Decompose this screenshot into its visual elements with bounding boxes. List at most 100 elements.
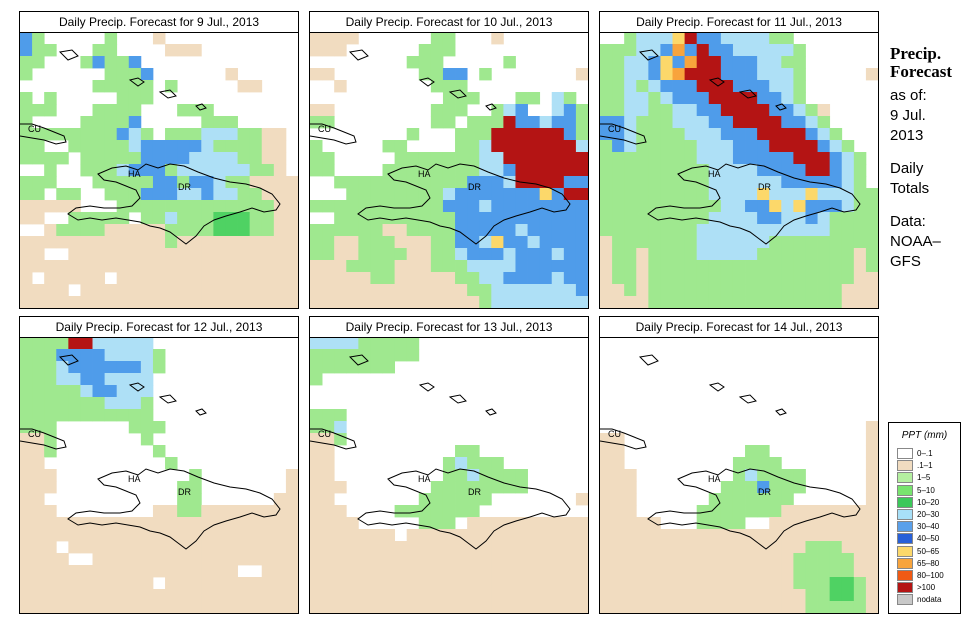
- precip-cell: [201, 505, 214, 518]
- precip-cell: [660, 188, 673, 201]
- precip-cell: [636, 68, 649, 81]
- precip-cell: [346, 248, 359, 261]
- precip-cell: [503, 284, 516, 297]
- precip-cell: [201, 565, 214, 578]
- precip-cell: [551, 284, 565, 297]
- islet4-coastline: [58, 49, 79, 61]
- precip-cell: [624, 529, 637, 542]
- totals-label-1: Daily: [890, 160, 924, 177]
- precip-cell: [491, 577, 504, 590]
- precip-cell: [273, 236, 287, 249]
- precip-cell: [370, 272, 383, 285]
- country-label: DR: [468, 182, 481, 192]
- precip-cell: [44, 200, 57, 213]
- country-label: DR: [758, 182, 771, 192]
- precip-cell: [841, 589, 855, 602]
- precip-cell: [322, 68, 335, 81]
- precip-cell: [745, 68, 758, 81]
- precip-cell: [116, 236, 130, 249]
- precip-cell: [128, 361, 142, 374]
- precip-cell: [334, 248, 347, 261]
- precip-cell: [104, 260, 118, 273]
- precip-cell: [793, 224, 806, 237]
- precip-cell: [310, 68, 323, 81]
- precip-cell: [636, 272, 649, 285]
- legend-swatch: [897, 557, 913, 569]
- precip-cell: [56, 128, 69, 141]
- precip-cell: [394, 541, 408, 554]
- precip-cell: [201, 541, 214, 554]
- precip-cell: [648, 188, 661, 201]
- precip-cell: [92, 517, 106, 530]
- precip-cell: [80, 140, 93, 153]
- precip-cell: [781, 116, 794, 129]
- precip-cell: [696, 260, 710, 273]
- precip-cell: [68, 296, 81, 308]
- precip-cell: [20, 385, 33, 398]
- precip-cell: [624, 152, 637, 165]
- precip-cell: [515, 152, 528, 165]
- precip-cell: [539, 224, 553, 237]
- precip-cell: [261, 152, 275, 165]
- precip-cell: [20, 397, 33, 410]
- precip-cell: [769, 44, 782, 57]
- precip-cell: [781, 577, 794, 590]
- precip-cell: [116, 128, 130, 141]
- precip-cell: [116, 224, 130, 237]
- precip-cell: [430, 164, 444, 177]
- precip-cell: [165, 152, 178, 165]
- precip-cell: [527, 248, 541, 261]
- precip-cell: [503, 224, 516, 237]
- precip-cell: [152, 589, 166, 602]
- precip-cell: [660, 116, 673, 129]
- panel-title: Daily Precip. Forecast for 12 Jul., 2013: [20, 317, 298, 338]
- precip-cell: [841, 296, 855, 308]
- data-source-2: GFS: [890, 253, 921, 270]
- precip-cell: [455, 445, 468, 458]
- precip-cell: [829, 164, 843, 177]
- precip-cell: [757, 601, 770, 613]
- precip-cell: [394, 601, 408, 613]
- precip-cell: [237, 601, 251, 613]
- precip-cell: [310, 469, 323, 482]
- precip-cell: [44, 601, 57, 613]
- precip-cell: [491, 236, 504, 249]
- precip-cell: [165, 529, 178, 542]
- precip-cell: [636, 260, 649, 273]
- precip-cell: [20, 68, 33, 81]
- precip-cell: [757, 212, 770, 225]
- precip-cell: [370, 589, 383, 602]
- precip-cell: [467, 272, 480, 285]
- precip-cell: [563, 541, 577, 554]
- precip-cell: [249, 589, 263, 602]
- precip-cell: [152, 272, 166, 285]
- precip-cell: [189, 104, 202, 117]
- precip-cell: [358, 589, 371, 602]
- precip-cell: [20, 200, 33, 213]
- precip-cell: [116, 68, 130, 81]
- precip-cell: [853, 188, 867, 201]
- precip-cell: [177, 272, 190, 285]
- precip-cell: [273, 565, 287, 578]
- precip-cell: [418, 493, 432, 506]
- precip-cell: [140, 248, 154, 261]
- precip-cell: [20, 260, 33, 273]
- precip-cell: [358, 272, 371, 285]
- precip-cell: [503, 56, 516, 69]
- precip-cell: [660, 80, 673, 93]
- precip-cell: [189, 284, 202, 297]
- precip-cell: [672, 236, 686, 249]
- precip-cell: [213, 236, 226, 249]
- precip-cell: [140, 373, 154, 386]
- precip-cell: [140, 349, 154, 362]
- precip-cell: [418, 601, 432, 613]
- precip-cell: [841, 152, 855, 165]
- precip-cell: [660, 44, 673, 57]
- precip-cell: [781, 248, 794, 261]
- precip-cell: [80, 248, 93, 261]
- precip-cell: [672, 152, 686, 165]
- precip-cell: [32, 176, 45, 189]
- precip-cell: [261, 128, 275, 141]
- precip-cell: [708, 577, 722, 590]
- precip-cell: [793, 116, 806, 129]
